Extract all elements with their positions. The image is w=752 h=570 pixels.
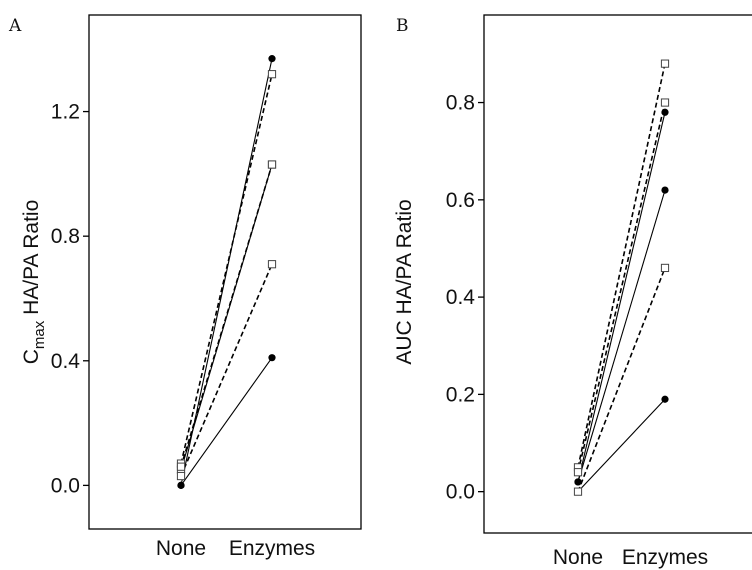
panel-a-markers xyxy=(176,55,277,489)
panel-a-y-tick-label: 0.4 xyxy=(51,350,81,373)
panel-a-y-axis-label: Cmax HA/PA Ratio xyxy=(20,200,48,365)
panel-b-series-6-point-1 xyxy=(573,487,583,496)
panel-b-x-tick-enzymes: Enzymes xyxy=(622,546,708,569)
panel-a-y-tick-label: 1.2 xyxy=(51,101,80,124)
panel-a-series-1-point-2 xyxy=(268,55,276,63)
panel-a-series-2-point-2 xyxy=(268,354,276,362)
panel-b-series-4-line xyxy=(577,63,666,468)
panel-b-y-tick-label: 0.4 xyxy=(446,286,476,309)
panel-b-y-ticks: 0.0 0.2 0.4 0.6 0.8 xyxy=(446,92,484,504)
panel-a-y-label-sub: max xyxy=(31,320,48,349)
panel-b: B AUC HA/PA Ratio 0.0 0.2 0.4 0.6 0.8 None E… xyxy=(393,14,752,569)
panel-b-y-tick-label: 0.0 xyxy=(446,481,475,504)
panel-a-x-tick-enzymes: Enzymes xyxy=(229,537,315,560)
panel-a-plot-frame xyxy=(88,14,362,530)
panel-b-y-tick-label: 0.2 xyxy=(446,383,475,406)
panel-a-series-5-line xyxy=(180,164,273,467)
panel-a-series-4-line xyxy=(180,74,273,464)
panel-a-series-2-line xyxy=(180,357,273,486)
panel-b-y-label-main: AUC HA/PA Ratio xyxy=(393,199,416,364)
panel-b-series-4-point-2 xyxy=(660,59,670,68)
panel-a-series-6-line xyxy=(180,263,273,477)
panel-b-series-2-line xyxy=(577,189,666,483)
panel-b-y-tick-label: 0.8 xyxy=(446,92,475,115)
panel-b-series-3-line xyxy=(577,398,666,493)
panel-b-y-tick-label: 0.6 xyxy=(446,189,475,212)
panel-a-series-5-point-2 xyxy=(267,160,277,169)
panel-b-label: B xyxy=(396,16,409,36)
panel-b-series-5-point-2 xyxy=(660,98,670,107)
panel-b-y-axis-label: AUC HA/PA Ratio xyxy=(393,199,416,364)
panel-b-series-3-point-2 xyxy=(661,395,669,403)
panel-a-label: A xyxy=(8,16,22,36)
panel-b-series xyxy=(577,63,666,493)
panel-b-series-5-line xyxy=(577,102,666,473)
panel-a-series-6-point-2 xyxy=(267,260,277,269)
panel-b-series-1-line xyxy=(577,112,666,483)
panel-a-series xyxy=(180,58,273,486)
panel-a-y-tick-label: 0.0 xyxy=(51,474,80,497)
panel-b-series-2-point-2 xyxy=(661,186,669,194)
panel-a-series-4-point-2 xyxy=(267,70,277,79)
panel-b-x-tick-none: None xyxy=(553,546,603,569)
panel-a-y-label-rest: HA/PA Ratio xyxy=(20,200,43,321)
panel-a: A Cmax HA/PA Ratio 0.0 0.4 0.8 1.2 None Enz… xyxy=(8,14,362,560)
panel-a-y-label-main: C xyxy=(20,349,43,364)
panel-b-markers xyxy=(573,59,670,496)
panel-b-series-6-line xyxy=(577,267,666,492)
panel-a-x-tick-none: None xyxy=(156,537,206,560)
panel-a-y-ticks: 0.0 0.4 0.8 1.2 xyxy=(51,101,89,497)
panel-a-series-2-point-1 xyxy=(177,481,185,489)
panel-b-series-2-point-1 xyxy=(574,478,582,486)
panel-b-series-1-point-2 xyxy=(661,108,669,116)
panel-b-series-6-point-2 xyxy=(660,263,670,273)
panel-b-series-5-point-1 xyxy=(573,468,583,477)
panel-a-series-6-point-1 xyxy=(176,471,186,481)
panel-a-y-tick-label: 0.8 xyxy=(51,225,80,248)
panel-b-plot-frame xyxy=(483,14,752,534)
panel-a-series-5-point-1 xyxy=(176,462,186,471)
